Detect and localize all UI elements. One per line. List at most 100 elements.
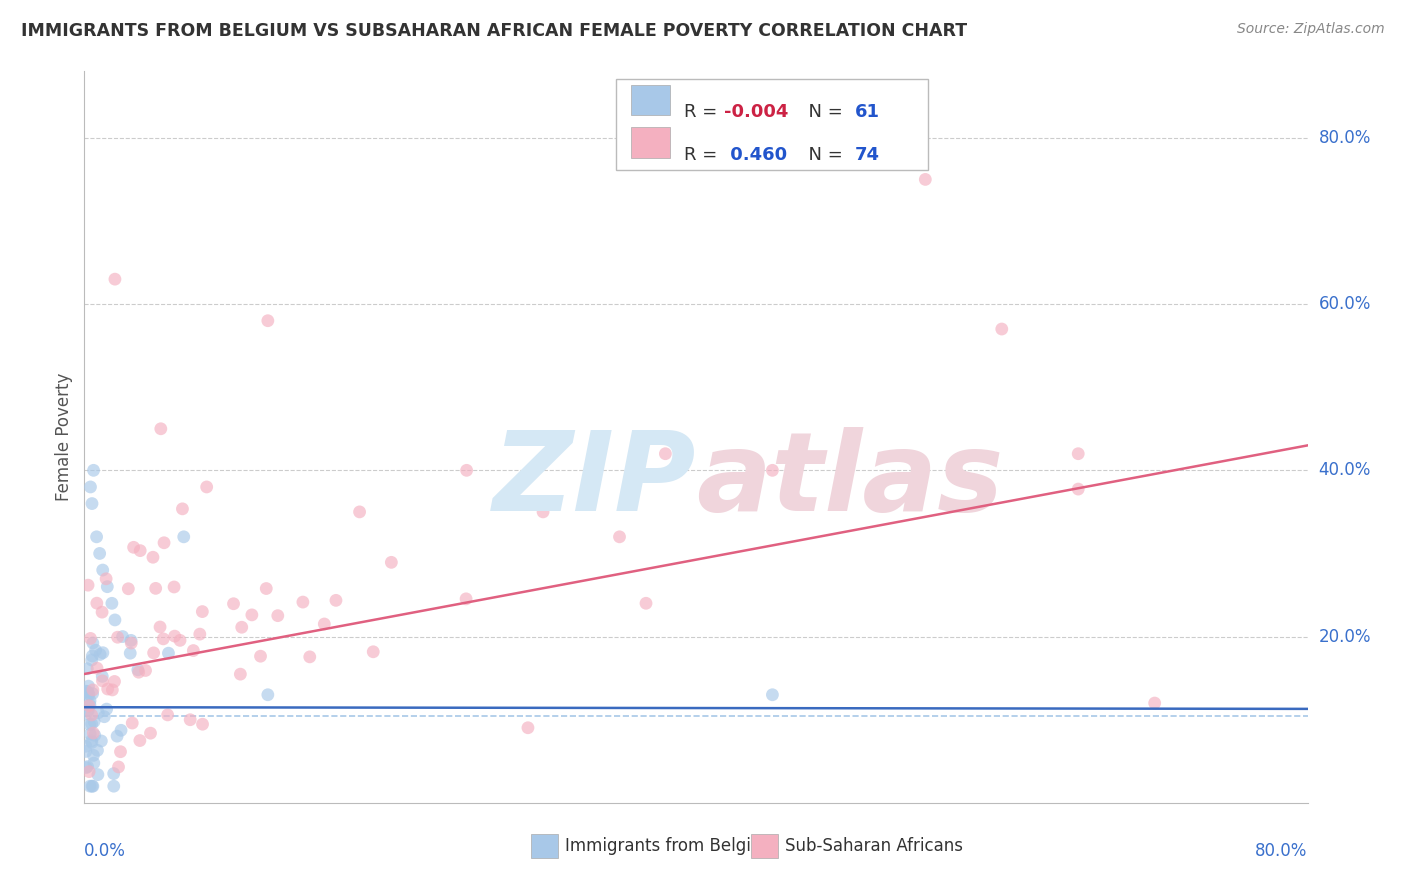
Text: Immigrants from Belgium: Immigrants from Belgium [565,837,778,855]
Point [89,648,111,662]
Text: 80.0%: 80.0% [1256,842,1308,860]
Point [75,744,97,758]
Point [94,572,117,586]
Point [120,633,142,648]
Text: 74: 74 [855,146,880,164]
Point [188,627,211,641]
Point [79,480,101,494]
Point [231,620,253,634]
Point [142,646,165,660]
Point [80,653,103,667]
Point [120,646,142,660]
Point [79,727,101,741]
Point [634,596,657,610]
Point [83,756,105,770]
Point [1067,447,1090,461]
Point [104,272,127,286]
Bar [751,834,778,858]
Point [195,480,218,494]
Point [314,617,336,632]
Point [249,649,271,664]
Point [163,580,186,594]
Point [111,630,134,644]
Point [91,605,114,619]
Point [172,501,194,516]
Point [609,530,631,544]
Point [183,643,205,657]
Text: 60.0%: 60.0% [1319,295,1371,313]
Point [1143,696,1166,710]
Point [122,541,145,555]
Point [456,463,478,477]
Point [77,578,100,592]
Text: R =: R = [683,103,723,121]
Point [96,580,118,594]
Point [93,709,115,723]
Point [128,733,150,747]
Point [84,643,107,657]
Point [77,688,100,702]
Point [761,688,783,702]
Point [454,591,477,606]
Point [107,760,129,774]
Point [142,550,165,565]
Point [89,546,111,560]
Point [107,630,129,644]
Point [191,605,214,619]
Text: ZIP: ZIP [492,427,696,534]
Bar [631,128,671,158]
Text: 80.0%: 80.0% [1319,128,1371,147]
Point [77,686,100,700]
Point [83,714,105,729]
Text: N =: N = [797,103,849,121]
Point [120,636,142,650]
Point [267,608,290,623]
Point [110,723,132,738]
Point [121,716,143,731]
Text: R =: R = [683,146,723,164]
Point [87,767,110,781]
Point [163,629,186,643]
Point [75,706,97,721]
Point [104,613,127,627]
Text: Source: ZipAtlas.com: Source: ZipAtlas.com [1237,22,1385,37]
Point [96,702,118,716]
Point [91,563,114,577]
Point [991,322,1014,336]
Point [103,674,125,689]
Point [82,636,104,650]
Point [145,582,167,596]
Point [129,543,152,558]
Point [86,596,108,610]
Point [75,739,97,754]
Point [83,463,105,477]
Point [173,530,195,544]
Point [76,759,98,773]
Point [257,688,280,702]
Point [135,664,157,678]
Point [82,726,104,740]
Point [361,645,384,659]
Y-axis label: Female Poverty: Female Poverty [55,373,73,501]
Bar [631,85,671,115]
Point [654,447,676,461]
Point [76,662,98,676]
Point [90,734,112,748]
Point [531,505,554,519]
Point [169,633,191,648]
Point [80,779,103,793]
Point [117,582,139,596]
Point [91,669,114,683]
Point [222,597,245,611]
Point [77,698,100,713]
Text: IMMIGRANTS FROM BELGIUM VS SUBSAHARAN AFRICAN FEMALE POVERTY CORRELATION CHART: IMMIGRANTS FROM BELGIUM VS SUBSAHARAN AF… [21,22,967,40]
Point [153,535,176,549]
Text: 20.0%: 20.0% [1319,628,1371,646]
Point [240,607,263,622]
Point [83,728,105,742]
Text: atlas: atlas [696,427,1004,534]
Point [75,684,97,698]
Point [103,766,125,780]
Point [80,733,103,747]
Point [79,694,101,708]
